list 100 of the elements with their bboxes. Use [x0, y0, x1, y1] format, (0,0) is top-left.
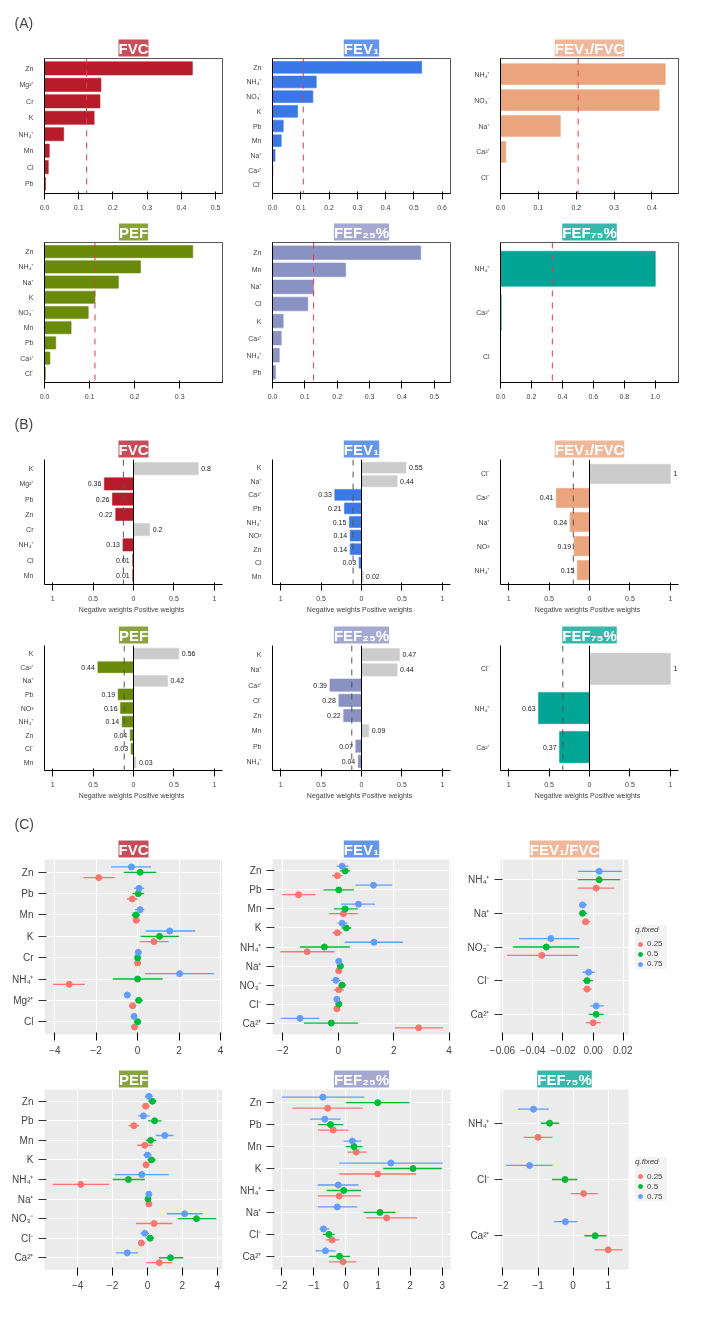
chart-title: FEV₁/FVC — [554, 440, 625, 458]
text: (A) — [14, 14, 34, 31]
y-tick-label: Zn — [21, 1095, 34, 1107]
x-tick-label: −2 — [90, 1044, 103, 1056]
y-tick-label: Ca²⁺ — [242, 1250, 263, 1262]
y-tick-label: Cl⁻ — [249, 998, 263, 1010]
legend-title: q.fixed — [635, 924, 660, 934]
y-tick-label: K — [254, 922, 262, 934]
y-tick-label: Mn — [247, 1141, 262, 1153]
x-tick-label: 0 — [343, 1279, 350, 1291]
chart-title: FEF₇₅% — [562, 223, 617, 241]
x-tick-label: −2 — [497, 1279, 510, 1291]
x-tick-label: −2 — [106, 1279, 119, 1291]
chart-title: FEV₁ — [343, 840, 380, 858]
y-tick-label: Pb — [21, 1115, 34, 1127]
x-tick-label: 0 — [144, 1279, 151, 1291]
y-tick-label: NH₄⁺ — [11, 973, 35, 985]
y-tick-label: Ca²⁺ — [470, 1230, 491, 1242]
y-tick-label: Ca²⁺ — [242, 1017, 263, 1029]
legend-title: q.fixed — [635, 1157, 660, 1166]
y-tick-label: Mn — [19, 909, 34, 921]
x-tick-label: −0.02 — [550, 1044, 576, 1056]
x-tick-label: −1 — [532, 1279, 545, 1291]
legend-label: 0.5 — [647, 1181, 660, 1191]
y-tick-label: Cl⁻ — [477, 1174, 491, 1185]
y-tick-label: NH₄⁺ — [467, 874, 491, 886]
y-tick-label: NH₄⁺ — [11, 1174, 35, 1185]
y-tick-label: Mg²⁺ — [13, 994, 35, 1006]
x-tick-label: 3 — [439, 1279, 446, 1291]
legend-label: 0.5 — [647, 948, 660, 959]
x-tick-label: −2 — [277, 1044, 289, 1056]
y-tick-label: NH₄⁺ — [239, 1184, 263, 1196]
x-tick-label: 2 — [179, 1279, 186, 1291]
y-tick-label: Cr — [22, 952, 35, 964]
chart-title: FEV₁/FVC — [529, 840, 600, 858]
chart-title: FVC — [118, 440, 149, 458]
legend-label: 0.75 — [647, 1191, 664, 1201]
y-tick-label: Na⁺ — [473, 907, 491, 919]
x-tick-label: 1 — [605, 1279, 612, 1291]
y-tick-label: K — [26, 930, 34, 942]
legend-label: 0.75 — [647, 958, 664, 969]
chart-title: FEF₂₅% — [333, 223, 390, 241]
chart-title: FEF₇₅% — [537, 1070, 592, 1088]
x-tick-label: 2 — [390, 1044, 397, 1056]
x-tick-label: −2 — [276, 1279, 288, 1291]
chart-title: FEV₁ — [343, 440, 380, 458]
y-tick-label: Na⁺ — [17, 1193, 35, 1205]
x-tick-label: −4 — [49, 1044, 61, 1056]
y-tick-label: Na⁺ — [245, 1206, 263, 1218]
y-tick-label: Ca²⁺ — [470, 1008, 491, 1020]
chart-title: FEF₂₅% — [333, 626, 390, 644]
x-tick-label: 2 — [407, 1279, 414, 1291]
y-tick-label: NO₃⁻ — [11, 1213, 35, 1225]
x-tick-label: 4 — [214, 1279, 221, 1291]
x-tick-label: 0 — [570, 1279, 577, 1291]
y-tick-label: K — [26, 1154, 34, 1166]
y-tick-label: NH₄⁺ — [467, 1117, 491, 1129]
legend-label: 0.25 — [647, 1171, 664, 1181]
chart-title: PEF — [118, 223, 149, 241]
y-tick-label: Zn — [249, 1097, 262, 1109]
y-tick-label: Pb — [249, 1119, 262, 1131]
chart-title: FEF₇₅% — [562, 626, 617, 644]
text: (B) — [14, 415, 34, 432]
x-tick-label: 2 — [176, 1044, 183, 1056]
x-tick-label: −0.04 — [520, 1044, 546, 1056]
y-tick-label: Cl⁻ — [21, 1232, 35, 1244]
chart-title: PEF — [118, 626, 149, 644]
legend-label: 0.25 — [647, 938, 664, 949]
x-tick-label: −4 — [71, 1279, 84, 1291]
chart-title: FEV₁ — [343, 39, 380, 57]
x-tick-label: 4 — [217, 1044, 224, 1056]
y-tick-label: Cl — [24, 1016, 34, 1028]
y-tick-label: K — [254, 1163, 262, 1175]
x-tick-label: 4 — [446, 1044, 453, 1056]
x-tick-label: −0.06 — [489, 1044, 516, 1056]
chart-title: FEF₂₅% — [333, 1070, 390, 1088]
chart-title: FVC — [118, 39, 149, 57]
x-tick-label: 0 — [335, 1044, 342, 1056]
y-tick-label: NO₃⁻ — [467, 941, 491, 953]
chart-title: FEV₁/FVC — [554, 39, 625, 57]
text: (C) — [14, 815, 34, 832]
y-tick-label: Mn — [247, 903, 262, 915]
chart-title: FVC — [118, 840, 149, 858]
y-tick-label: Pb — [21, 888, 34, 900]
x-tick-label: 0 — [134, 1044, 141, 1056]
x-tick-label: 0.00 — [583, 1044, 604, 1056]
y-tick-label: Zn — [21, 866, 34, 878]
x-tick-label: −1 — [308, 1279, 321, 1291]
chart-title: PEF — [118, 1070, 149, 1088]
y-tick-label: Cl⁻ — [249, 1228, 263, 1240]
y-tick-label: NO₃⁻ — [239, 979, 263, 991]
y-tick-label: Na⁺ — [245, 960, 263, 972]
y-tick-label: Mn — [19, 1134, 34, 1146]
y-tick-label: Cl⁻ — [477, 975, 491, 987]
x-tick-label: 0.02 — [613, 1044, 633, 1056]
x-tick-label: 1 — [375, 1279, 382, 1291]
y-tick-label: Ca²⁺ — [14, 1252, 35, 1264]
y-tick-label: Pb — [249, 884, 262, 896]
y-tick-label: Zn — [249, 865, 262, 877]
y-tick-label: NH₄⁺ — [239, 941, 263, 953]
